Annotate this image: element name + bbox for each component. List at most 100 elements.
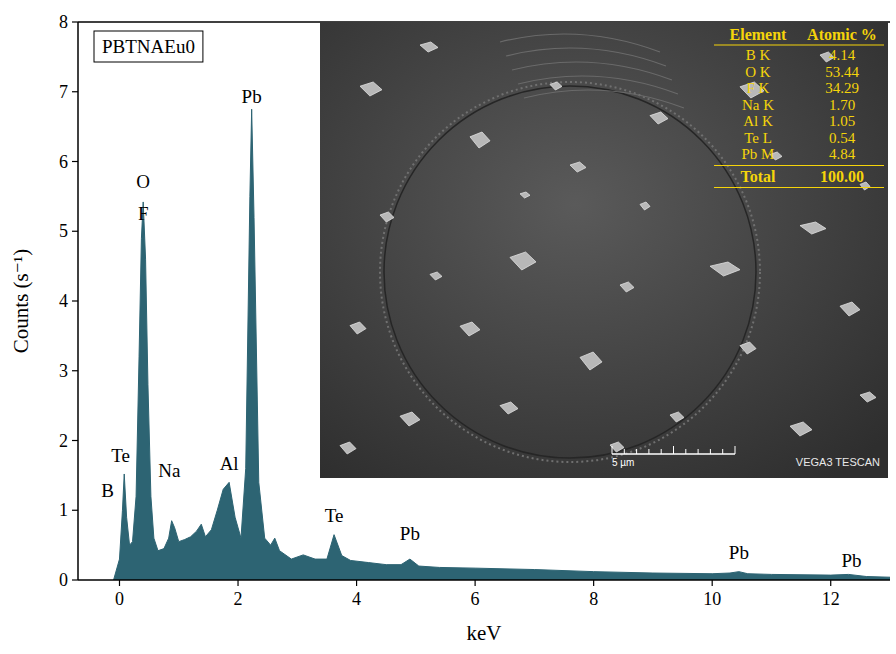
x-tick-label: 4 <box>352 589 361 609</box>
x-tick <box>830 580 831 586</box>
scale-bar-tick <box>722 449 723 454</box>
sem-flake <box>670 412 684 422</box>
table-cell: 4.84 <box>829 146 856 162</box>
y-axis-title: Counts (s⁻¹) <box>9 249 33 353</box>
scale-bar-tick <box>661 449 662 454</box>
y-tick <box>72 231 78 232</box>
scale-bar-tick <box>735 446 736 454</box>
table-cell: 4.14 <box>829 47 856 63</box>
sem-flake <box>380 212 394 222</box>
y-tick <box>72 510 78 511</box>
y-tick-label: 8 <box>59 12 68 32</box>
y-tick <box>72 579 78 580</box>
sem-flake <box>710 262 740 276</box>
table-rule <box>714 44 884 45</box>
sem-flake <box>340 442 356 454</box>
table-cell: Al K <box>743 113 773 129</box>
peak-label: Pb <box>242 86 262 107</box>
sem-ridge <box>518 76 678 94</box>
sem-flake <box>460 322 480 336</box>
sem-inset: 5 µmVEGA3 TESCANElementAtomic %B K4.14O … <box>320 22 888 478</box>
sem-flake <box>500 402 518 414</box>
peak-label: B <box>101 480 114 501</box>
sem-flake <box>360 82 382 96</box>
y-tick-label: 1 <box>59 500 68 520</box>
peak-label: F <box>138 203 149 224</box>
y-tick-label: 4 <box>59 291 68 311</box>
sem-ridge <box>524 90 684 108</box>
x-tick <box>237 580 238 586</box>
x-tick <box>356 580 357 586</box>
x-tick-label: 12 <box>822 589 840 609</box>
peak-label: Na <box>158 460 181 481</box>
scale-bar-label: 5 µm <box>612 457 634 468</box>
sem-flake <box>650 112 668 124</box>
sample-label-box <box>94 31 203 62</box>
scale-bar-tick <box>636 449 637 454</box>
sem-flake <box>510 252 536 270</box>
sem-flake <box>550 82 562 90</box>
sem-ring <box>380 82 760 462</box>
y-tick-label: 6 <box>59 152 68 172</box>
peak-label: Pb <box>841 550 861 571</box>
table-cell: 53.44 <box>825 64 859 80</box>
y-tick <box>72 161 78 162</box>
peak-label: Al <box>220 453 239 474</box>
table-cell: B K <box>746 47 771 63</box>
sem-ring <box>384 86 756 458</box>
y-tick-label: 7 <box>59 82 68 102</box>
peak-label: Te <box>111 445 130 466</box>
instrument-label: VEGA3 TESCAN <box>796 456 880 468</box>
y-tick-label: 3 <box>59 361 68 381</box>
y-tick <box>72 91 78 92</box>
x-tick <box>119 580 120 586</box>
sem-flake <box>520 192 530 198</box>
sem-flake <box>860 392 876 402</box>
x-tick-label: 2 <box>234 589 243 609</box>
sem-flake <box>840 302 860 316</box>
sem-ridge <box>500 34 660 52</box>
y-tick-label: 0 <box>59 570 68 590</box>
x-tick <box>475 580 476 586</box>
x-tick-label: 8 <box>589 589 598 609</box>
peak-label: Pb <box>400 523 420 544</box>
sem-flake <box>430 272 442 280</box>
sem-flake <box>740 342 756 354</box>
y-tick <box>72 21 78 22</box>
y-tick-label: 5 <box>59 221 68 241</box>
table-header: Element <box>730 26 788 43</box>
x-tick <box>712 580 713 586</box>
x-tick <box>593 580 594 586</box>
sem-flake <box>400 412 420 426</box>
table-cell: 1.05 <box>829 113 855 129</box>
table-cell: Pb M <box>742 146 775 162</box>
table-cell: 1.70 <box>829 97 855 113</box>
scale-bar-tick <box>685 449 686 454</box>
table-cell: Na K <box>742 97 774 113</box>
scale-bar-tick <box>624 449 625 454</box>
sem-ridge <box>512 62 672 80</box>
y-tick <box>72 440 78 441</box>
table-cell: F K <box>747 80 770 96</box>
sem-background <box>320 22 888 478</box>
sample-label: PBTNAEu0 <box>102 36 195 57</box>
x-tick-label: 10 <box>703 589 721 609</box>
table-cell: Te L <box>744 130 772 146</box>
table-total: Total <box>741 168 777 185</box>
sem-flake <box>640 202 650 210</box>
chart: 024681012012345678keVCounts (s⁻¹)BTeOFNa… <box>0 0 896 654</box>
sem-flake <box>580 352 602 370</box>
sem-flake <box>350 322 366 334</box>
scale-bar-tick <box>612 446 613 454</box>
table-rule <box>714 187 884 188</box>
table-total: 100.00 <box>820 168 864 185</box>
sem-ridge <box>506 48 666 66</box>
scale-bar-tick <box>698 449 699 454</box>
scale-bar-tick <box>710 449 711 454</box>
y-tick <box>72 370 78 371</box>
table-header: Atomic % <box>807 26 877 43</box>
sem-flake <box>790 422 812 436</box>
sem-flake <box>620 282 634 292</box>
y-tick-label: 2 <box>59 431 68 451</box>
sem-flake <box>470 132 490 148</box>
